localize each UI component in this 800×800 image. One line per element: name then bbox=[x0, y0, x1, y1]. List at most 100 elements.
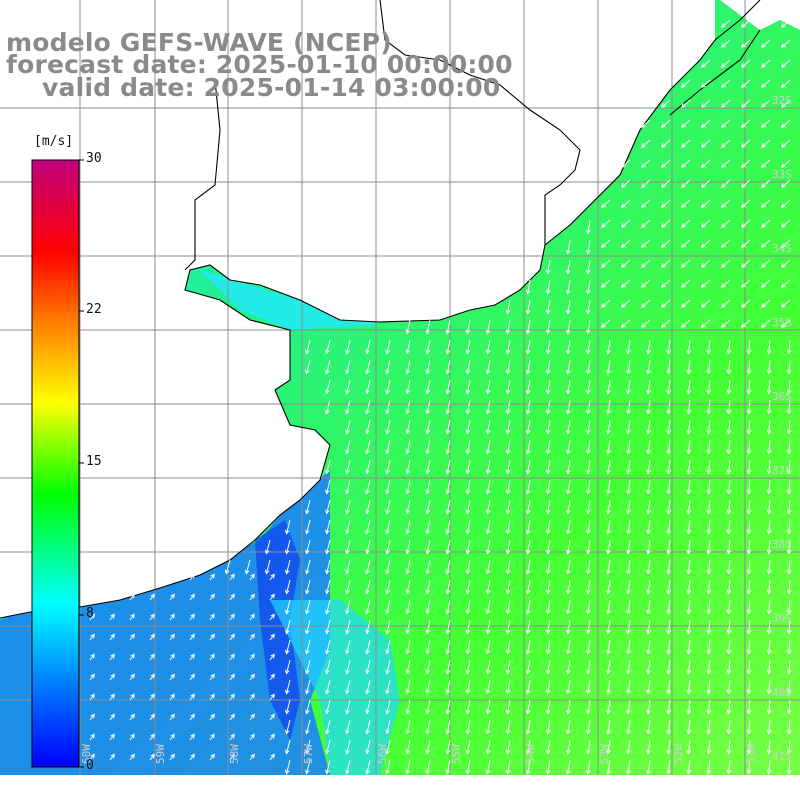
wind-arrow bbox=[269, 733, 275, 741]
wind-arrow bbox=[641, 119, 651, 128]
wind-arrow bbox=[686, 559, 692, 575]
wind-arrow bbox=[149, 593, 155, 601]
wind-arrow bbox=[646, 599, 651, 615]
wind-arrow bbox=[626, 739, 631, 755]
wind-arrow bbox=[405, 399, 411, 415]
wind-arrow bbox=[229, 693, 235, 701]
wind-arrow bbox=[761, 279, 771, 288]
lon-label: 57W bbox=[302, 744, 315, 764]
wind-arrow bbox=[565, 359, 571, 375]
wind-arrow bbox=[425, 599, 431, 615]
wind-arrow bbox=[761, 39, 771, 48]
wind-arrow bbox=[706, 699, 712, 715]
wind-arrow bbox=[385, 559, 391, 575]
wind-arrow bbox=[666, 359, 672, 375]
wind-arrow bbox=[626, 359, 631, 375]
wind-arrow bbox=[325, 759, 331, 775]
wind-arrow bbox=[365, 619, 371, 635]
wind-arrow bbox=[505, 419, 511, 435]
wind-arrow bbox=[786, 559, 792, 575]
wind-arrow bbox=[766, 399, 772, 415]
wind-arrow bbox=[646, 639, 651, 655]
wind-arrow bbox=[345, 479, 351, 495]
wind-arrow bbox=[525, 679, 531, 695]
wind-arrow bbox=[109, 653, 115, 661]
wind-arrow bbox=[109, 733, 115, 741]
wind-arrow bbox=[189, 713, 195, 721]
wind-arrow bbox=[445, 519, 451, 535]
wind-arrow bbox=[726, 399, 732, 415]
colorbar-ticks bbox=[79, 159, 84, 768]
wind-arrow bbox=[129, 733, 135, 741]
wind-arrow bbox=[465, 459, 471, 475]
wind-arrow bbox=[505, 339, 511, 355]
wind-arrow bbox=[209, 593, 215, 601]
lon-label: 52W bbox=[672, 744, 685, 764]
wind-arrow bbox=[606, 499, 611, 515]
wind-arrow bbox=[365, 499, 371, 515]
wind-arrow bbox=[706, 499, 712, 515]
wind-arrow bbox=[626, 699, 631, 715]
wind-arrow bbox=[365, 539, 371, 555]
wind-arrow bbox=[465, 759, 471, 775]
wind-arrow bbox=[706, 459, 712, 475]
wind-arrow bbox=[746, 559, 752, 575]
wind-arrow bbox=[726, 579, 732, 595]
wind-arrow bbox=[285, 559, 291, 575]
wind-arrow bbox=[586, 479, 591, 495]
wind-arrow bbox=[686, 739, 692, 755]
wind-arrow bbox=[365, 599, 371, 615]
wind-arrow bbox=[365, 419, 371, 435]
wind-arrow bbox=[646, 499, 651, 515]
wind-arrow bbox=[726, 339, 732, 355]
wind-arrow bbox=[485, 519, 491, 535]
land-mainland bbox=[0, 0, 715, 618]
wind-arrow bbox=[545, 259, 551, 275]
wind-arrow bbox=[545, 279, 551, 295]
wind-arrow bbox=[661, 219, 671, 228]
wind-arrow bbox=[686, 379, 692, 395]
wind-arrow bbox=[646, 519, 651, 535]
map-title-forecast: forecast date: 2025-01-10 00:00:00 bbox=[6, 50, 513, 79]
wind-arrow bbox=[445, 559, 451, 575]
wind-arrow bbox=[505, 759, 511, 775]
wind-arrow bbox=[626, 759, 631, 775]
wind-arrow bbox=[385, 339, 391, 355]
wind-arrow bbox=[325, 699, 331, 715]
wind-arrow bbox=[661, 119, 671, 128]
wind-arrow bbox=[606, 579, 611, 595]
wind-arrow bbox=[621, 179, 631, 188]
wind-arrow bbox=[661, 179, 671, 188]
wind-arrow bbox=[285, 659, 291, 675]
wind-arrow bbox=[445, 359, 451, 375]
wind-arrow bbox=[606, 419, 611, 435]
wind-arrow bbox=[405, 339, 411, 355]
wind-arrow bbox=[766, 339, 772, 355]
lat-label: 41S bbox=[772, 750, 792, 763]
wind-arrow bbox=[706, 539, 712, 555]
lon-label: 58W bbox=[228, 744, 241, 764]
wind-arrow bbox=[701, 159, 711, 168]
wind-arrow bbox=[666, 479, 672, 495]
wind-arrow bbox=[741, 139, 751, 148]
wind-arrow bbox=[345, 519, 351, 535]
wind-arrow bbox=[365, 399, 371, 415]
wind-arrow bbox=[741, 59, 751, 68]
wind-arrow bbox=[781, 319, 791, 328]
wind-arrow bbox=[149, 613, 155, 621]
wind-arrow bbox=[189, 693, 195, 701]
wind-arrow bbox=[586, 739, 591, 755]
wind-arrow bbox=[641, 279, 651, 288]
wind-arrow bbox=[586, 719, 591, 735]
wind-arrow bbox=[485, 319, 491, 335]
wind-arrow bbox=[405, 599, 411, 615]
wind-arrow bbox=[385, 659, 391, 675]
wind-arrow bbox=[646, 579, 651, 595]
wind-arrow bbox=[425, 579, 431, 595]
wind-arrow bbox=[249, 693, 255, 701]
wind-arrow bbox=[686, 459, 692, 475]
wind-arrow bbox=[746, 599, 752, 615]
wind-arrow bbox=[565, 519, 571, 535]
wind-arrow bbox=[345, 679, 351, 695]
